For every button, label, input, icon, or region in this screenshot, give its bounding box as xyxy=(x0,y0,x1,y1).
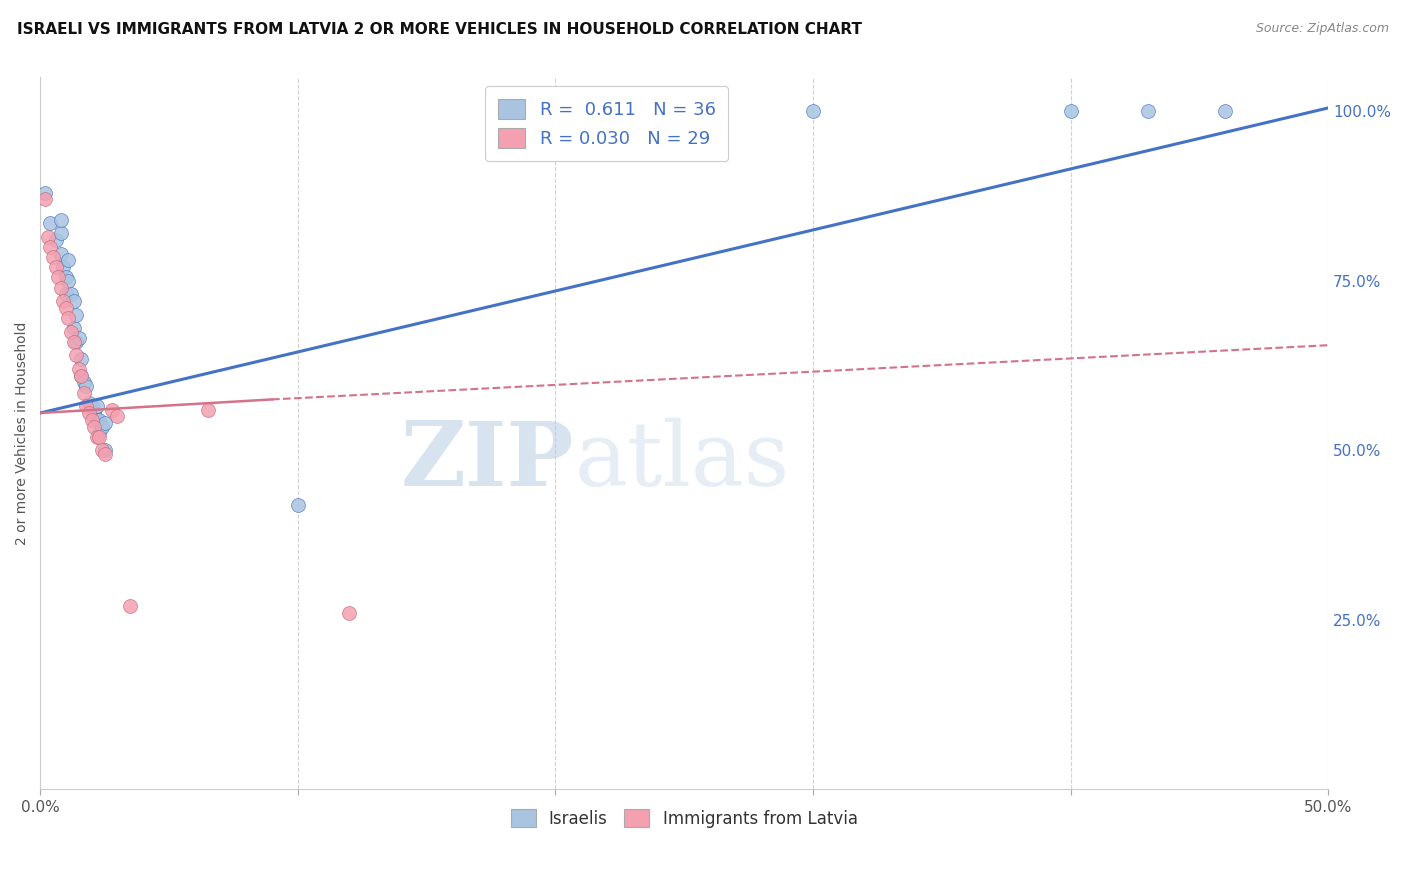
Point xyxy=(39,216,62,230)
Point xyxy=(70,368,93,383)
Point xyxy=(91,443,114,458)
Point xyxy=(55,287,77,301)
Legend: Israelis, Immigrants from Latvia: Israelis, Immigrants from Latvia xyxy=(503,802,865,834)
Point xyxy=(197,402,219,417)
Point xyxy=(58,274,80,288)
Point xyxy=(83,406,105,420)
Point xyxy=(86,413,108,427)
Text: ZIP: ZIP xyxy=(401,418,575,505)
Text: atlas: atlas xyxy=(575,418,790,506)
Point xyxy=(58,311,80,326)
Point xyxy=(76,399,98,413)
Text: ISRAELI VS IMMIGRANTS FROM LATVIA 2 OR MORE VEHICLES IN HOUSEHOLD CORRELATION CH: ISRAELI VS IMMIGRANTS FROM LATVIA 2 OR M… xyxy=(17,22,862,37)
Point xyxy=(49,246,72,260)
Point xyxy=(67,362,90,376)
Point xyxy=(52,260,75,275)
Point xyxy=(62,321,84,335)
Point xyxy=(55,301,77,315)
Point xyxy=(77,406,100,420)
Point xyxy=(58,253,80,268)
Point xyxy=(101,402,124,417)
Point xyxy=(91,419,114,434)
Point xyxy=(89,413,111,427)
Point xyxy=(73,385,96,400)
Point xyxy=(49,227,72,241)
Point xyxy=(93,443,115,458)
Point xyxy=(86,430,108,444)
Point xyxy=(39,240,62,254)
Point xyxy=(60,287,83,301)
Point xyxy=(89,426,111,441)
Point xyxy=(73,376,96,390)
Point xyxy=(80,413,103,427)
Point xyxy=(80,399,103,413)
Point xyxy=(49,212,72,227)
Point xyxy=(45,233,67,247)
Point xyxy=(42,250,65,264)
Point xyxy=(62,294,84,309)
Point xyxy=(287,498,309,512)
Point xyxy=(1136,104,1159,119)
Point xyxy=(801,104,824,119)
Point xyxy=(86,399,108,413)
Point xyxy=(60,325,83,339)
Y-axis label: 2 or more Vehicles in Household: 2 or more Vehicles in Household xyxy=(15,322,30,545)
Point xyxy=(34,193,56,207)
Point xyxy=(46,270,69,285)
Point xyxy=(49,280,72,294)
Point xyxy=(62,334,84,349)
Point xyxy=(89,430,111,444)
Point xyxy=(70,351,93,366)
Point xyxy=(70,368,93,383)
Point xyxy=(67,331,90,345)
Point xyxy=(105,409,128,424)
Point xyxy=(45,260,67,275)
Point xyxy=(65,334,87,349)
Point xyxy=(77,396,100,410)
Point xyxy=(65,308,87,322)
Point xyxy=(337,606,360,620)
Point xyxy=(37,229,59,244)
Point xyxy=(34,186,56,200)
Text: Source: ZipAtlas.com: Source: ZipAtlas.com xyxy=(1256,22,1389,36)
Point xyxy=(55,270,77,285)
Point xyxy=(93,447,115,461)
Point xyxy=(120,599,142,614)
Point xyxy=(65,348,87,362)
Point xyxy=(83,419,105,434)
Point xyxy=(52,294,75,309)
Point xyxy=(93,416,115,430)
Point xyxy=(76,379,98,393)
Point xyxy=(1059,104,1081,119)
Point xyxy=(1213,104,1236,119)
